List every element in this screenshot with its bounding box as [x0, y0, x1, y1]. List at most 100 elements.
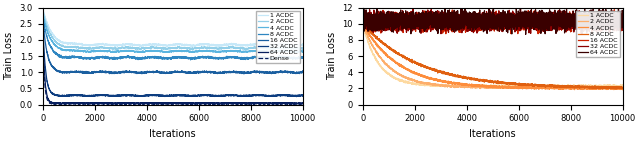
16 ACDC	[54, 70, 62, 72]
2 ACDC	[370, 46, 378, 48]
X-axis label: Iterations: Iterations	[149, 129, 196, 139]
32 ACDC	[619, 29, 627, 31]
16 ACDC	[166, 72, 173, 73]
64 ACDC	[166, 103, 173, 104]
Dense	[90, 103, 97, 105]
4 ACDC	[370, 39, 378, 41]
64 ACDC	[370, 21, 378, 22]
32 ACDC	[39, 20, 47, 21]
32 ACDC	[360, 28, 368, 30]
Line: 1 ACDC: 1 ACDC	[43, 7, 303, 46]
16 ACDC	[39, 17, 47, 19]
1 ACDC	[360, 27, 368, 29]
32 ACDC	[40, 47, 48, 49]
2 ACDC	[54, 43, 62, 44]
2 ACDC	[619, 89, 627, 91]
1 ACDC	[166, 44, 173, 46]
64 ACDC	[360, 20, 368, 22]
8 ACDC	[39, 17, 47, 19]
Dense	[285, 103, 292, 105]
1 ACDC	[619, 84, 627, 86]
8 ACDC	[619, 87, 627, 89]
8 ACDC	[360, 25, 368, 26]
32 ACDC	[605, 19, 612, 21]
4 ACDC	[605, 87, 612, 89]
Dense	[39, 23, 47, 25]
Line: 64 ACDC: 64 ACDC	[363, 7, 623, 34]
4 ACDC	[486, 86, 493, 87]
4 ACDC	[374, 46, 382, 48]
Line: 2 ACDC: 2 ACDC	[43, 10, 303, 50]
2 ACDC	[299, 49, 307, 51]
1 ACDC	[516, 87, 524, 88]
4 ACDC	[50, 42, 58, 44]
64 ACDC	[486, 17, 493, 19]
Line: 4 ACDC: 4 ACDC	[43, 12, 303, 53]
Dense	[166, 103, 173, 105]
1 ACDC	[90, 44, 97, 45]
8 ACDC	[605, 87, 612, 88]
2 ACDC	[40, 14, 48, 16]
1 ACDC	[486, 85, 493, 87]
64 ACDC	[374, 21, 382, 23]
16 ACDC	[619, 25, 627, 27]
Line: 16 ACDC: 16 ACDC	[43, 17, 303, 74]
32 ACDC	[578, 33, 586, 35]
1 ACDC	[299, 43, 307, 45]
8 ACDC	[285, 56, 292, 58]
Y-axis label: Train Loss: Train Loss	[327, 32, 337, 80]
Dense	[50, 103, 58, 105]
8 ACDC	[359, 24, 367, 26]
16 ACDC	[486, 19, 493, 21]
4 ACDC	[40, 18, 48, 20]
16 ACDC	[605, 20, 612, 22]
64 ACDC	[285, 103, 292, 104]
Line: 1 ACDC: 1 ACDC	[363, 23, 623, 88]
32 ACDC	[292, 96, 300, 98]
32 ACDC	[50, 93, 58, 95]
8 ACDC	[374, 38, 382, 40]
32 ACDC	[374, 17, 382, 19]
16 ACDC	[588, 33, 596, 35]
32 ACDC	[370, 25, 378, 27]
1 ACDC	[605, 85, 612, 87]
4 ACDC	[299, 51, 307, 52]
4 ACDC	[410, 71, 417, 73]
Legend: 1 ACDC, 2 ACDC, 4 ACDC, 8 ACDC, 16 ACDC, 32 ACDC, 64 ACDC, Dense: 1 ACDC, 2 ACDC, 4 ACDC, 8 ACDC, 16 ACDC,…	[256, 11, 300, 63]
64 ACDC	[485, 6, 493, 8]
Line: Dense: Dense	[43, 24, 303, 104]
2 ACDC	[410, 79, 417, 81]
16 ACDC	[39, 16, 47, 18]
64 ACDC	[54, 103, 62, 104]
2 ACDC	[359, 22, 367, 24]
2 ACDC	[285, 47, 292, 49]
8 ACDC	[187, 59, 195, 61]
4 ACDC	[90, 51, 97, 52]
16 ACDC	[360, 17, 368, 18]
Line: 2 ACDC: 2 ACDC	[363, 23, 623, 90]
Legend: 1 ACDC, 2 ACDC, 4 ACDC, 8 ACDC, 16 ACDC, 32 ACDC, 64 ACDC: 1 ACDC, 2 ACDC, 4 ACDC, 8 ACDC, 16 ACDC,…	[576, 11, 620, 57]
1 ACDC	[285, 44, 292, 46]
64 ACDC	[299, 103, 307, 105]
Line: 16 ACDC: 16 ACDC	[363, 10, 623, 34]
Line: 32 ACDC: 32 ACDC	[43, 21, 303, 97]
8 ACDC	[39, 16, 47, 18]
16 ACDC	[285, 72, 292, 73]
1 ACDC	[410, 83, 417, 85]
4 ACDC	[166, 50, 173, 52]
Line: 8 ACDC: 8 ACDC	[43, 17, 303, 60]
32 ACDC	[299, 95, 307, 96]
Dense	[299, 103, 307, 105]
64 ACDC	[359, 14, 367, 16]
1 ACDC	[137, 45, 145, 47]
4 ACDC	[360, 25, 368, 27]
4 ACDC	[619, 87, 627, 89]
2 ACDC	[360, 27, 368, 29]
16 ACDC	[370, 18, 378, 20]
32 ACDC	[285, 95, 292, 97]
2 ACDC	[50, 38, 58, 40]
64 ACDC	[619, 26, 627, 28]
Line: 4 ACDC: 4 ACDC	[363, 23, 623, 90]
Dense	[40, 65, 48, 66]
16 ACDC	[240, 73, 248, 75]
